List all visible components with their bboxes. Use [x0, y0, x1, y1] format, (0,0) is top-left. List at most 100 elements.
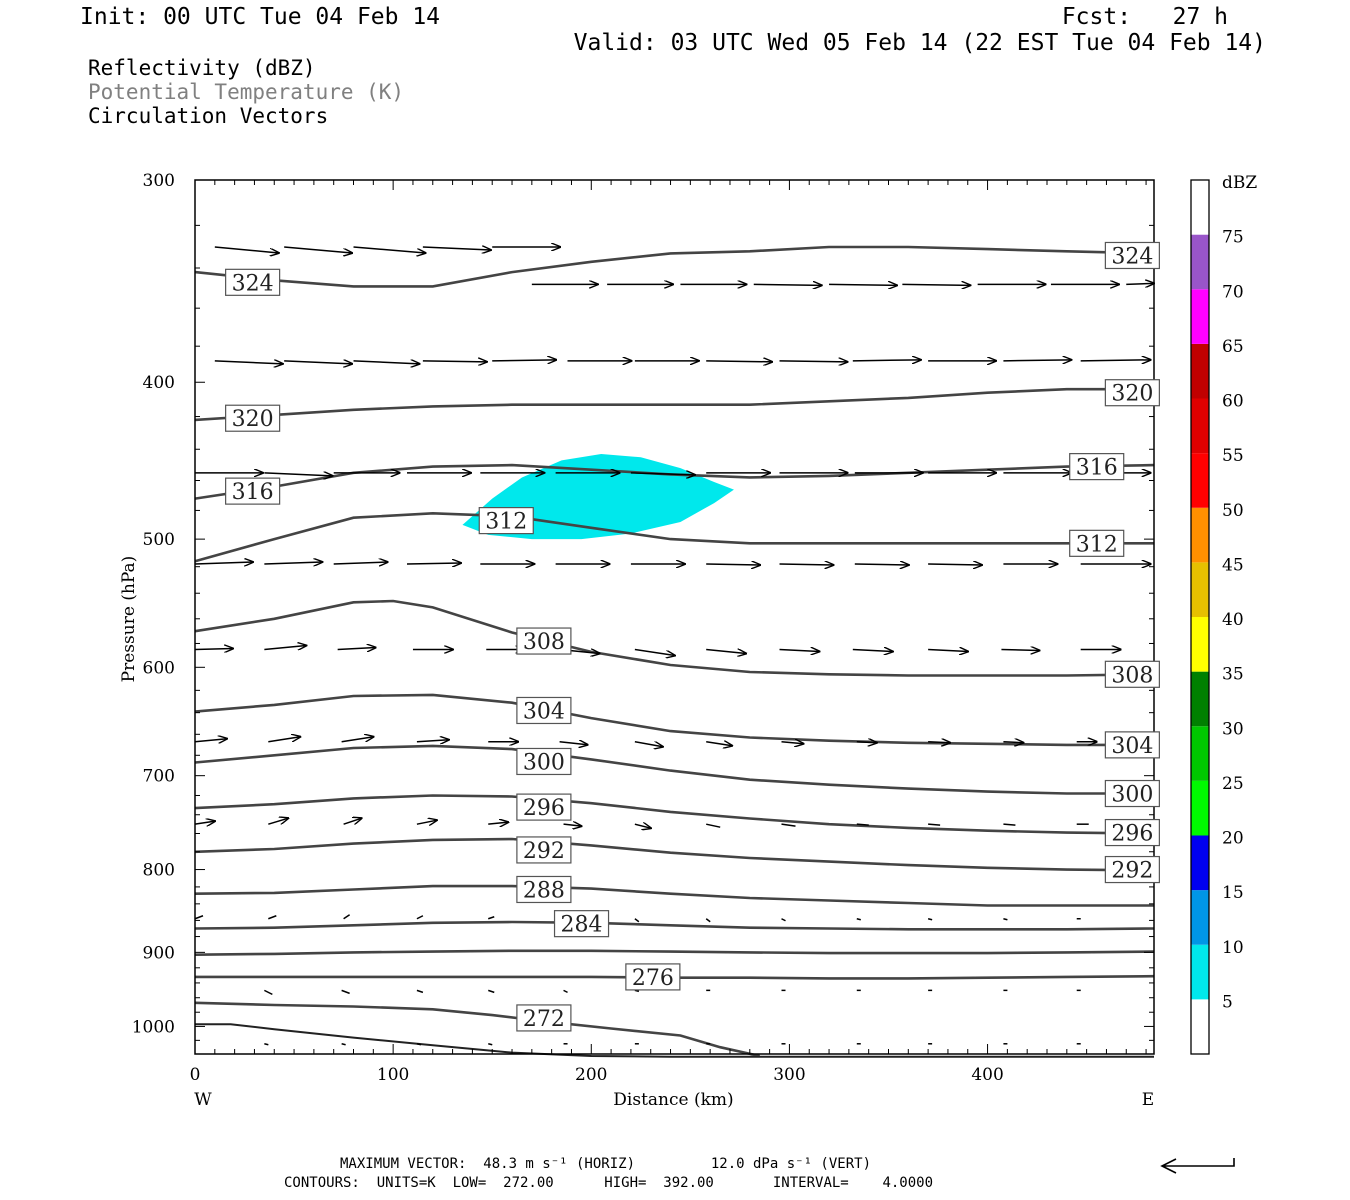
isentrope-300: [194, 744, 1154, 795]
circulation-vector: [852, 650, 893, 652]
circulation-vector: [488, 822, 508, 824]
circulation-vector: [928, 650, 968, 652]
contour-label: 308: [1111, 663, 1153, 688]
contour-label: 316: [232, 480, 274, 505]
terrain-line: [195, 1023, 1154, 1058]
circulation-vector: [343, 914, 351, 920]
colorbar-cell: [1191, 562, 1209, 617]
circulation-vector: [1080, 360, 1151, 361]
circulation-vector: [264, 562, 322, 564]
circulation-vector: [416, 740, 449, 742]
colorbar-level-label: 5: [1222, 992, 1233, 1012]
contour-label-box: [1104, 855, 1160, 884]
circulation-vector: [264, 1043, 269, 1046]
contour-label: 324: [232, 271, 274, 296]
contour-label: 284: [561, 913, 603, 938]
isentrope-284: [194, 920, 1155, 931]
y-tick-label: 1000: [132, 1017, 175, 1037]
colorbar-cell: [1191, 671, 1209, 727]
contour-label-box: [225, 477, 281, 505]
field-title-reflectivity: Reflectivity (dBZ): [88, 56, 316, 80]
circulation-vector: [343, 818, 362, 825]
circulation-vector: [353, 246, 426, 253]
contour-label-box: [225, 404, 281, 432]
y-tick-label: 800: [143, 861, 175, 881]
contour-label: 320: [1111, 382, 1153, 407]
isentrope-324: [194, 245, 1155, 288]
init-time-label: Init: 00 UTC Tue 04 Feb 14: [80, 4, 441, 30]
circulation-vector: [264, 989, 273, 996]
circulation-vector: [1003, 918, 1008, 921]
contour-label-box: [1104, 660, 1160, 688]
circulation-vector: [1003, 360, 1071, 361]
x-tick-label: 400: [971, 1065, 1003, 1085]
contour-label: 292: [523, 839, 565, 864]
y-tick-label: 600: [143, 658, 175, 678]
contour-label: 312: [485, 510, 527, 535]
y-axis-label: Pressure (hPa): [119, 556, 139, 683]
contour-label-box: [516, 875, 572, 904]
isentrope-292: [194, 837, 1155, 872]
circulation-vector: [779, 650, 820, 652]
contour-label: 304: [1111, 734, 1153, 759]
circulation-vector: [422, 361, 487, 362]
colorbar-cell: [1191, 343, 1209, 399]
circulation-vector: [779, 361, 848, 362]
circulation-vector: [194, 821, 215, 824]
contour-label-box: [1104, 818, 1160, 847]
circulation-vector: [488, 916, 495, 920]
colorbar-level-label: 75: [1222, 228, 1244, 248]
contour-label-box: [1104, 379, 1160, 407]
contour-label: 296: [1111, 822, 1153, 847]
contour-label-box: [516, 836, 572, 864]
circulation-vector: [333, 562, 388, 564]
isentrope-320: [194, 387, 1154, 422]
circulation-vector: [264, 646, 306, 650]
circulation-vector: [284, 361, 352, 364]
isentrope-308: [194, 599, 1155, 677]
circulation-vector: [488, 989, 495, 994]
contour-label: 324: [1111, 244, 1153, 269]
circulation-vector: [341, 737, 374, 743]
circulation-vector: [194, 739, 227, 742]
contour-label-box: [625, 963, 681, 991]
contour-label: 296: [523, 796, 565, 821]
contour-label-box: [1069, 529, 1125, 557]
isentrope-280: [194, 949, 1155, 956]
circulation-vector: [753, 284, 822, 285]
circulation-vector: [902, 284, 970, 285]
contour-label-box: [553, 910, 610, 938]
x-tick-label: 100: [377, 1065, 409, 1085]
circulation-vector: [852, 360, 921, 361]
contour-label: 304: [523, 699, 565, 724]
circulation-vector: [264, 473, 332, 476]
circulation-vector: [928, 564, 982, 565]
circulation-vector: [268, 915, 277, 920]
contour-label: 288: [523, 878, 565, 903]
circulation-vector: [706, 742, 732, 746]
colorbar-level-label: 15: [1222, 883, 1244, 903]
circulation-vector: [829, 284, 897, 285]
colorbar-cell: [1191, 780, 1209, 836]
circulation-vector: [706, 650, 746, 654]
y-tick-label: 900: [143, 943, 175, 963]
colorbar-cell: [1191, 289, 1209, 344]
circulation-vector: [341, 989, 350, 995]
circulation-vector: [194, 915, 204, 920]
circulation-vector: [416, 915, 424, 920]
isentrope-288: [194, 884, 1154, 907]
circulation-vector: [634, 648, 675, 656]
circulation-vector: [1001, 650, 1039, 651]
colorbar-level-label: 25: [1222, 774, 1244, 794]
max-vector-info: MAXIMUM VECTOR: 48.3 m s⁻¹ (HORIZ) 12.0 …: [340, 1156, 872, 1172]
circulation-vector: [341, 1043, 346, 1046]
y-tick-label: 400: [143, 373, 175, 393]
colorbar-level-label: 65: [1222, 337, 1244, 357]
isentrope-296: [194, 794, 1155, 835]
reference-vector-arrow: [1160, 1158, 1235, 1174]
circulation-vector: [1003, 742, 1023, 743]
x-axis-label: Distance (km): [613, 1090, 733, 1110]
circulation-vector: [634, 918, 640, 923]
contour-label-box: [516, 793, 572, 821]
